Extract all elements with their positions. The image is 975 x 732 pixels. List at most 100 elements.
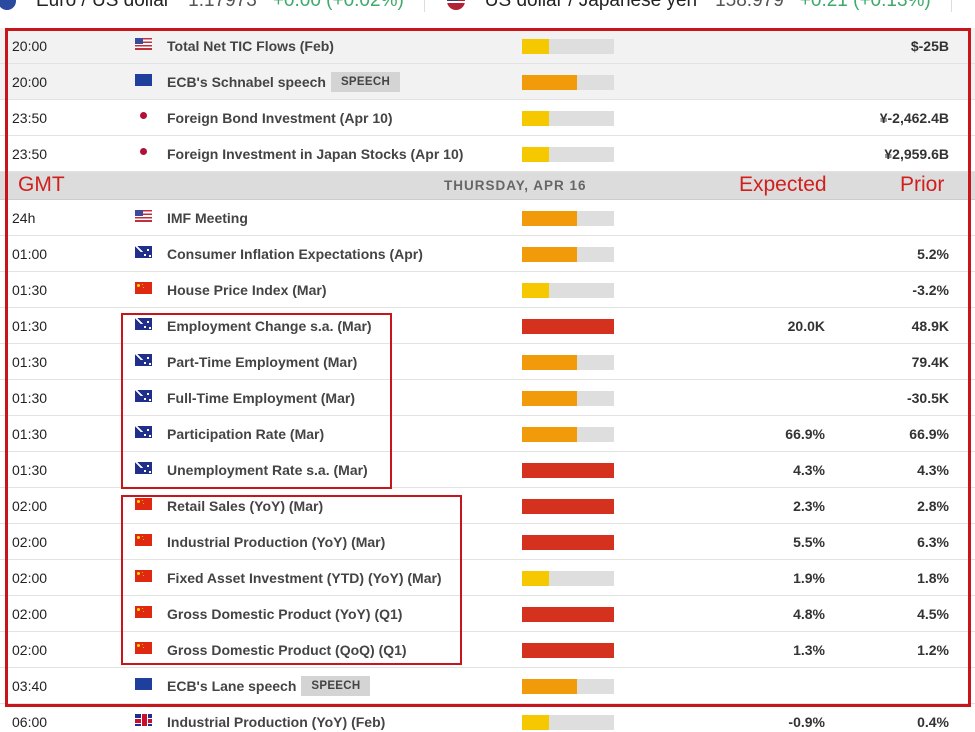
event-row[interactable]: 20:00 ECB's Schnabel speech SPEECH <box>0 64 975 100</box>
event-row[interactable]: 06:00 Industrial Production (YoY) (Feb) … <box>0 704 975 732</box>
event-time: 02:00 <box>12 569 48 586</box>
impact-fill <box>522 283 549 298</box>
event-row[interactable]: 01:30 Participation Rate (Mar) 66.9% 66.… <box>0 416 975 452</box>
event-title: Consumer Inflation Expectations (Apr) <box>167 245 423 262</box>
event-row[interactable]: 01:00 Consumer Inflation Expectations (A… <box>0 236 975 272</box>
event-name[interactable]: ECB's Schnabel speech SPEECH <box>167 71 401 92</box>
event-name[interactable]: House Price Index (Mar) <box>167 282 327 298</box>
event-time: 02:00 <box>12 641 48 658</box>
event-name[interactable]: Industrial Production (YoY) (Mar) <box>167 534 385 550</box>
cn-flag-icon <box>135 642 152 654</box>
economic-calendar: 20:00 Total Net TIC Flows (Feb) $-25B 20… <box>0 28 975 732</box>
au-flag-icon <box>135 354 152 366</box>
event-row[interactable]: 20:00 Total Net TIC Flows (Feb) $-25B <box>0 28 975 64</box>
event-name[interactable]: Retail Sales (YoY) (Mar) <box>167 498 323 514</box>
event-name[interactable]: Foreign Investment in Japan Stocks (Apr … <box>167 146 463 162</box>
event-time: 01:00 <box>12 245 48 262</box>
event-name[interactable]: Gross Domestic Product (QoQ) (Q1) <box>167 642 407 658</box>
event-time: 02:00 <box>12 533 48 550</box>
event-name[interactable]: Part-Time Employment (Mar) <box>167 354 357 370</box>
prior-value: 4.3% <box>917 461 949 478</box>
event-name[interactable]: Unemployment Rate s.a. (Mar) <box>167 462 368 478</box>
event-name[interactable]: Full-Time Employment (Mar) <box>167 390 355 406</box>
event-row[interactable]: 01:30 House Price Index (Mar) -3.2% <box>0 272 975 308</box>
ticker-price: 158.979 <box>715 0 784 11</box>
event-name[interactable]: Participation Rate (Mar) <box>167 426 324 442</box>
event-title: Participation Rate (Mar) <box>167 425 325 442</box>
event-name[interactable]: Gross Domestic Product (YoY) (Q1) <box>167 606 402 622</box>
impact-meter-high <box>522 535 614 550</box>
speech-badge: SPEECH <box>301 675 371 696</box>
event-title: Foreign Bond Investment (Apr 10) <box>167 109 393 126</box>
impact-fill <box>522 391 577 406</box>
event-row[interactable]: 23:50 Foreign Bond Investment (Apr 10) ¥… <box>0 100 975 136</box>
day-label: THURSDAY, APR 16 <box>444 178 587 193</box>
event-name[interactable]: Consumer Inflation Expectations (Apr) <box>167 246 423 262</box>
impact-fill <box>522 427 577 442</box>
annotation-prior: Prior <box>900 173 945 196</box>
event-title: Retail Sales (YoY) (Mar) <box>167 497 324 514</box>
ticker-change: +0.21 (+0.13%) <box>799 0 931 11</box>
event-row[interactable]: 01:30 Employment Change s.a. (Mar) 20.0K… <box>0 308 975 344</box>
expected-value: -0.9% <box>788 713 825 730</box>
event-row[interactable]: 02:00 Retail Sales (YoY) (Mar) 2.3% 2.8% <box>0 488 975 524</box>
au-flag-icon <box>135 390 152 402</box>
prior-value: 48.9K <box>911 317 949 334</box>
ticker-item-usdjpy[interactable]: US dollar / Japanese yen 158.979 +0.21 (… <box>446 0 931 12</box>
event-time: 24h <box>12 209 36 226</box>
event-title: Industrial Production (YoY) (Feb) <box>167 713 386 730</box>
impact-meter-low <box>522 283 614 298</box>
prior-value: 4.5% <box>917 605 949 622</box>
cn-flag-icon <box>135 282 152 294</box>
event-title: Gross Domestic Product (QoQ) (Q1) <box>167 641 407 658</box>
impact-meter-high <box>522 319 614 334</box>
cn-flag-icon <box>135 534 152 546</box>
prior-value: ¥-2,462.4B <box>879 109 949 126</box>
eu-flag-icon <box>135 74 152 86</box>
expected-value: 5.5% <box>793 533 825 550</box>
impact-fill <box>522 715 549 730</box>
jp-flag-icon <box>135 110 152 122</box>
event-row[interactable]: 02:00 Fixed Asset Investment (YTD) (YoY)… <box>0 560 975 596</box>
event-title: Industrial Production (YoY) (Mar) <box>167 533 386 550</box>
event-name[interactable]: Employment Change s.a. (Mar) <box>167 318 372 334</box>
event-row[interactable]: 01:30 Full-Time Employment (Mar) -30.5K <box>0 380 975 416</box>
impact-meter-high <box>522 463 614 478</box>
event-time: 20:00 <box>12 73 48 90</box>
impact-fill <box>522 147 549 162</box>
prior-value: 79.4K <box>911 353 949 370</box>
impact-fill <box>522 643 614 658</box>
event-title: Part-Time Employment (Mar) <box>167 353 358 370</box>
event-name[interactable]: ECB's Lane speech SPEECH <box>167 675 371 696</box>
impact-fill <box>522 535 614 550</box>
ticker-divider <box>950 0 952 12</box>
event-name[interactable]: Total Net TIC Flows (Feb) <box>167 38 334 54</box>
event-title: ECB's Schnabel speech <box>167 73 326 90</box>
impact-fill <box>522 355 577 370</box>
event-row[interactable]: 01:30 Unemployment Rate s.a. (Mar) 4.3% … <box>0 452 975 488</box>
event-row[interactable]: 02:00 Industrial Production (YoY) (Mar) … <box>0 524 975 560</box>
event-row[interactable]: 01:30 Part-Time Employment (Mar) 79.4K <box>0 344 975 380</box>
event-time: 01:30 <box>12 353 48 370</box>
event-title: ECB's Lane speech <box>167 677 297 694</box>
ticker-pair-name: Euro / US dollar <box>36 0 171 11</box>
event-row[interactable]: 03:40 ECB's Lane speech SPEECH <box>0 668 975 704</box>
event-row[interactable]: 23:50 Foreign Investment in Japan Stocks… <box>0 136 975 172</box>
impact-meter-med <box>522 211 614 226</box>
prior-value: 66.9% <box>909 425 949 442</box>
prior-value: 6.3% <box>917 533 949 550</box>
ticker-item-eurusd[interactable]: Euro / US dollar 1.17973 +0.00 (+0.02%) <box>0 0 404 12</box>
event-time: 01:30 <box>12 425 48 442</box>
event-name[interactable]: Industrial Production (YoY) (Feb) <box>167 714 385 730</box>
event-title: House Price Index (Mar) <box>167 281 327 298</box>
event-row[interactable]: 02:00 Gross Domestic Product (YoY) (Q1) … <box>0 596 975 632</box>
event-row[interactable]: 02:00 Gross Domestic Product (QoQ) (Q1) … <box>0 632 975 668</box>
event-name[interactable]: Fixed Asset Investment (YTD) (YoY) (Mar) <box>167 570 442 586</box>
event-name[interactable]: Foreign Bond Investment (Apr 10) <box>167 110 393 126</box>
expected-value: 1.9% <box>793 569 825 586</box>
event-name[interactable]: IMF Meeting <box>167 210 248 226</box>
event-row[interactable]: 24h IMF Meeting <box>0 200 975 236</box>
annotation-expected: Expected <box>739 173 827 196</box>
impact-fill <box>522 247 577 262</box>
impact-meter-high <box>522 607 614 622</box>
